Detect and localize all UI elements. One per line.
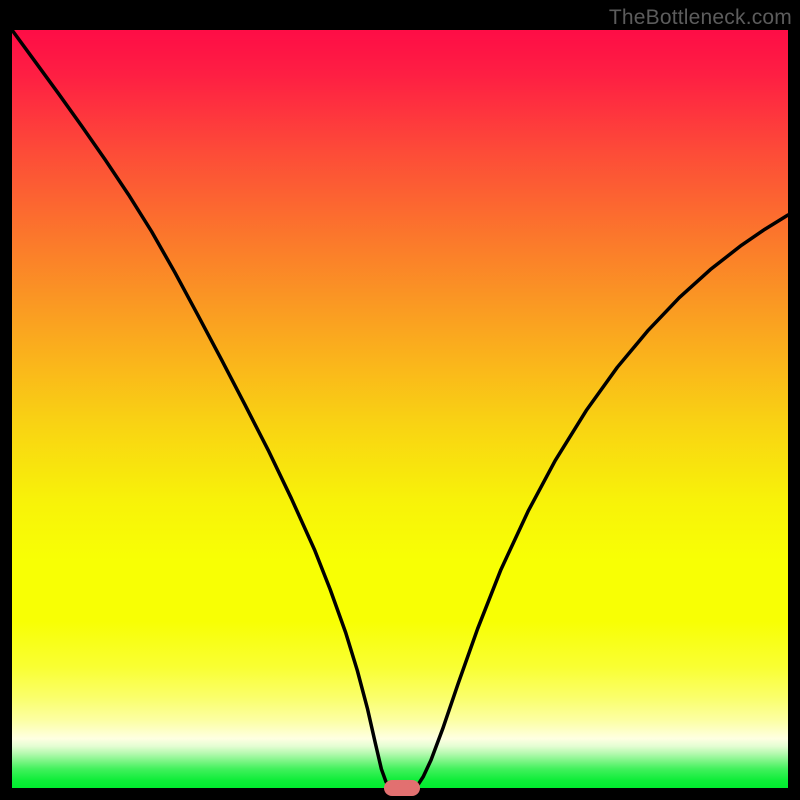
- watermark-text: TheBottleneck.com: [609, 6, 792, 30]
- chart-stage: TheBottleneck.com: [0, 0, 800, 800]
- curve-path: [12, 30, 788, 788]
- optimal-marker: [384, 780, 420, 795]
- bottleneck-curve: [0, 0, 800, 800]
